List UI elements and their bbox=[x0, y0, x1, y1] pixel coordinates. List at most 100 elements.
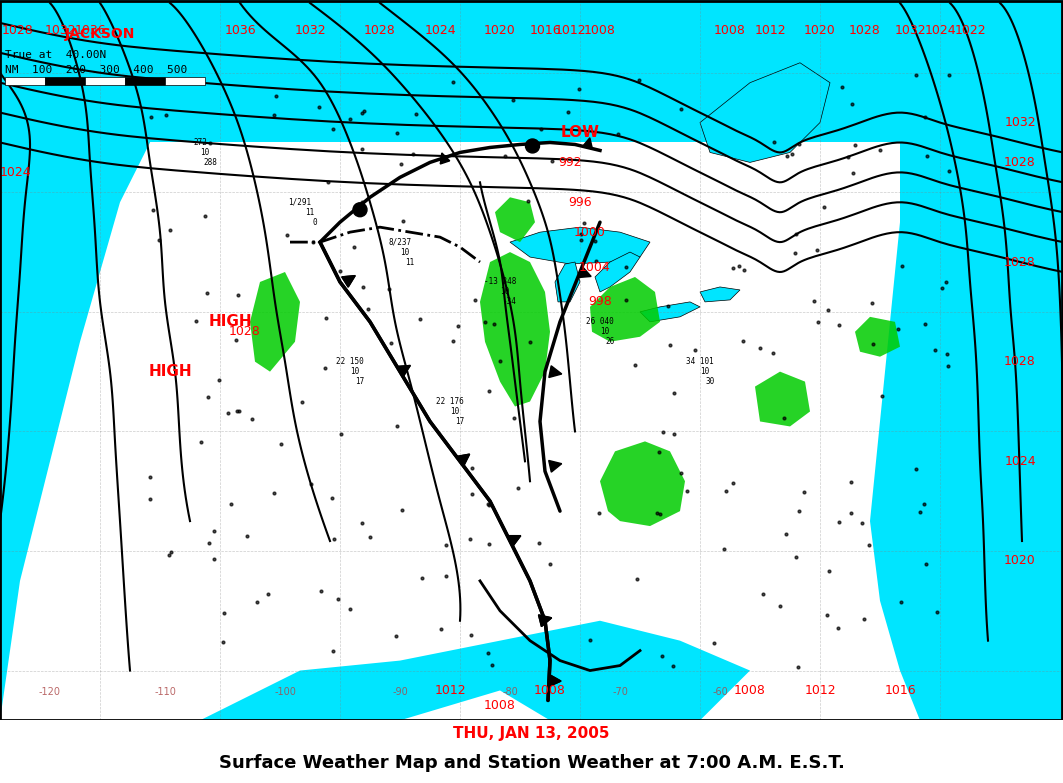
Polygon shape bbox=[600, 442, 685, 526]
Point bbox=[492, 355, 509, 367]
Point bbox=[687, 343, 704, 355]
Point bbox=[200, 390, 217, 402]
Point bbox=[586, 235, 603, 247]
Point bbox=[388, 127, 405, 139]
Polygon shape bbox=[549, 674, 561, 687]
Point bbox=[216, 607, 233, 619]
Text: -100: -100 bbox=[274, 687, 296, 698]
Point bbox=[463, 488, 480, 500]
Point bbox=[788, 228, 805, 240]
Text: 1036: 1036 bbox=[74, 24, 106, 38]
Point bbox=[820, 303, 837, 316]
Text: 1024: 1024 bbox=[0, 166, 31, 179]
Point bbox=[765, 135, 782, 148]
Polygon shape bbox=[855, 317, 900, 357]
Polygon shape bbox=[590, 277, 660, 341]
Point bbox=[795, 485, 812, 498]
Text: 1024: 1024 bbox=[424, 24, 456, 38]
Text: 1012: 1012 bbox=[754, 24, 786, 38]
Point bbox=[444, 334, 461, 347]
Point bbox=[664, 659, 681, 672]
Text: 1016: 1016 bbox=[884, 684, 916, 697]
Point bbox=[324, 491, 341, 503]
Polygon shape bbox=[640, 302, 701, 322]
Text: 34 101: 34 101 bbox=[686, 357, 714, 366]
Point bbox=[192, 436, 209, 449]
Polygon shape bbox=[539, 615, 552, 626]
Polygon shape bbox=[456, 454, 470, 466]
Point bbox=[872, 144, 889, 157]
Text: 22 150: 22 150 bbox=[336, 357, 364, 366]
Point bbox=[467, 294, 484, 306]
Text: 1028: 1028 bbox=[1005, 156, 1035, 169]
Text: NM  100  200  300  400  500: NM 100 200 300 400 500 bbox=[5, 65, 187, 74]
Point bbox=[302, 478, 319, 490]
Text: 17: 17 bbox=[455, 417, 465, 426]
Text: 272: 272 bbox=[193, 138, 207, 147]
Point bbox=[831, 319, 848, 332]
Text: 10: 10 bbox=[200, 148, 209, 157]
Point bbox=[353, 517, 370, 529]
Point bbox=[484, 659, 501, 671]
Point bbox=[414, 572, 431, 584]
Point bbox=[775, 412, 792, 424]
FancyBboxPatch shape bbox=[0, 0, 1063, 720]
Point bbox=[571, 82, 588, 95]
Point bbox=[544, 154, 561, 167]
Point bbox=[587, 255, 604, 268]
Point bbox=[718, 485, 735, 497]
Text: 1028: 1028 bbox=[365, 24, 395, 38]
Point bbox=[941, 69, 958, 81]
Point bbox=[573, 228, 590, 240]
Polygon shape bbox=[583, 138, 592, 149]
Point bbox=[142, 471, 159, 483]
Text: 1000: 1000 bbox=[574, 226, 606, 239]
Point bbox=[715, 543, 732, 555]
Text: JACKSON: JACKSON bbox=[65, 27, 135, 41]
Point bbox=[219, 406, 236, 419]
Point bbox=[404, 147, 421, 160]
Point bbox=[907, 463, 924, 475]
Point bbox=[618, 261, 635, 273]
Point bbox=[672, 103, 689, 116]
Point bbox=[821, 565, 838, 577]
Polygon shape bbox=[440, 153, 450, 164]
Point bbox=[628, 573, 645, 586]
Text: 1028: 1028 bbox=[230, 325, 260, 338]
Text: 11: 11 bbox=[305, 207, 315, 217]
Point bbox=[735, 263, 752, 276]
Point bbox=[145, 204, 162, 216]
Point bbox=[915, 497, 932, 510]
Point bbox=[486, 318, 503, 330]
Point bbox=[660, 300, 677, 312]
Point bbox=[941, 164, 958, 177]
Point bbox=[506, 411, 523, 424]
Polygon shape bbox=[396, 366, 410, 377]
Point bbox=[894, 259, 911, 272]
Bar bbox=[0, 0, 1063, 143]
Point bbox=[916, 110, 933, 123]
Point bbox=[330, 593, 347, 605]
Text: 26 040: 26 040 bbox=[586, 317, 613, 327]
Point bbox=[522, 336, 539, 348]
Polygon shape bbox=[507, 536, 521, 547]
Point bbox=[940, 359, 957, 372]
Point bbox=[345, 240, 362, 253]
Point bbox=[530, 536, 547, 549]
Point bbox=[933, 282, 950, 294]
Text: 10: 10 bbox=[501, 287, 509, 297]
Text: 1012: 1012 bbox=[805, 684, 836, 697]
Point bbox=[618, 294, 635, 306]
Point bbox=[591, 507, 608, 520]
Point bbox=[205, 554, 222, 566]
Point bbox=[505, 94, 522, 106]
Text: 1008: 1008 bbox=[534, 684, 566, 697]
Point bbox=[844, 98, 861, 110]
Text: 1008: 1008 bbox=[484, 699, 516, 712]
Point bbox=[389, 420, 406, 433]
Text: 22 176: 22 176 bbox=[436, 397, 463, 406]
Point bbox=[199, 287, 216, 300]
Point bbox=[205, 525, 222, 538]
Point bbox=[394, 504, 411, 517]
Point bbox=[652, 507, 669, 520]
